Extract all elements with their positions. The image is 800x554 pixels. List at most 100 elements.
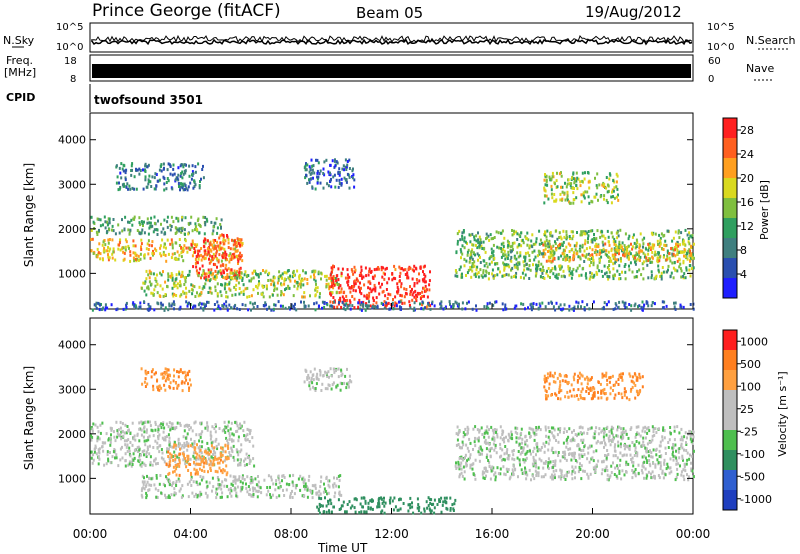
power-cell bbox=[120, 176, 123, 180]
velocity-cell bbox=[564, 456, 566, 460]
velocity-cell bbox=[616, 428, 619, 432]
power-cell bbox=[317, 175, 320, 179]
power-cell bbox=[338, 182, 341, 185]
velocity-cell bbox=[157, 489, 160, 492]
velocity-cell bbox=[228, 434, 231, 438]
power-cell bbox=[553, 199, 556, 203]
power-cell bbox=[107, 241, 110, 245]
power-cell bbox=[176, 228, 179, 232]
velocity-cell bbox=[383, 496, 385, 500]
velocity-cell bbox=[605, 433, 608, 437]
velocity-cell bbox=[670, 470, 673, 474]
power-cell bbox=[491, 251, 493, 255]
power-cell bbox=[609, 173, 612, 177]
power-cell bbox=[168, 163, 171, 167]
velocity-cell bbox=[149, 455, 152, 459]
power-cell bbox=[554, 199, 557, 203]
velocity-cell bbox=[90, 438, 93, 442]
power-cell bbox=[584, 239, 587, 243]
power-cell bbox=[265, 303, 267, 307]
power-cell bbox=[213, 256, 216, 260]
power-cell bbox=[526, 243, 529, 247]
power-cell bbox=[505, 273, 508, 277]
velocity-cell bbox=[237, 478, 239, 482]
velocity-cell bbox=[454, 498, 457, 502]
power-cell bbox=[102, 223, 104, 227]
power-cell bbox=[202, 215, 205, 219]
power-cell bbox=[182, 247, 185, 250]
ytick-label: 4000 bbox=[58, 134, 86, 147]
velocity-cell bbox=[497, 472, 500, 476]
velocity-cell bbox=[187, 469, 190, 472]
power-cell bbox=[545, 180, 548, 184]
velocity-cell bbox=[537, 471, 540, 475]
power-cell bbox=[641, 300, 644, 304]
power-cell bbox=[533, 249, 536, 253]
power-cell bbox=[128, 184, 131, 188]
velocity-cell bbox=[139, 458, 142, 462]
power-cell bbox=[99, 257, 102, 261]
power-cell bbox=[224, 282, 227, 286]
power-cell bbox=[129, 187, 132, 191]
velocity-cell bbox=[207, 447, 210, 451]
velocity-cell bbox=[571, 470, 574, 474]
power-cell bbox=[507, 250, 510, 254]
power-cell bbox=[217, 305, 220, 309]
power-cell bbox=[615, 258, 618, 262]
power-cell bbox=[522, 260, 525, 264]
velocity-cell bbox=[182, 458, 185, 462]
power-cell bbox=[471, 243, 474, 247]
power-cell bbox=[672, 236, 675, 240]
velocity-cell bbox=[592, 435, 595, 439]
velocity-cell bbox=[218, 483, 221, 487]
power-cell bbox=[547, 197, 550, 201]
velocity-cell bbox=[474, 477, 477, 481]
power-cell bbox=[145, 293, 148, 297]
power-cell bbox=[381, 275, 384, 279]
power-cell bbox=[335, 281, 338, 285]
power-cell bbox=[331, 278, 334, 282]
velocity-cell bbox=[97, 448, 100, 452]
velocity-cell bbox=[172, 481, 175, 485]
power-cell bbox=[344, 165, 347, 169]
velocity-cell bbox=[215, 444, 218, 448]
power-cell bbox=[152, 292, 154, 296]
power-cell bbox=[686, 257, 689, 261]
velocity-cell bbox=[263, 478, 266, 482]
power-cell bbox=[456, 232, 459, 236]
velocity-cell bbox=[595, 426, 598, 430]
velocity-cell bbox=[142, 435, 145, 439]
power-cell bbox=[421, 300, 424, 304]
velocity-cell bbox=[235, 430, 238, 433]
power-cell bbox=[233, 239, 236, 243]
velocity-cell bbox=[567, 435, 570, 439]
velocity-cell bbox=[474, 436, 476, 440]
power-cell bbox=[524, 251, 527, 255]
velocity-cell bbox=[590, 444, 593, 448]
power-cell bbox=[479, 238, 482, 242]
power-cell bbox=[439, 306, 442, 310]
power-cell bbox=[150, 216, 153, 220]
velocity-cell bbox=[124, 443, 127, 447]
power-cell bbox=[614, 253, 617, 257]
velocity-cell bbox=[519, 463, 521, 467]
velocity-cell bbox=[689, 431, 691, 435]
power-cell bbox=[133, 215, 136, 219]
power-cell bbox=[388, 307, 391, 311]
power-cell bbox=[502, 245, 505, 248]
velocity-cell bbox=[418, 505, 421, 509]
velocity-cell bbox=[612, 437, 615, 441]
power-cell bbox=[475, 304, 477, 308]
power-cell bbox=[427, 301, 430, 305]
velocity-cell bbox=[492, 442, 495, 446]
velocity-cell bbox=[589, 427, 592, 431]
power-cell bbox=[502, 248, 505, 251]
power-cell bbox=[667, 268, 669, 272]
power-cell bbox=[173, 252, 176, 256]
power-cell bbox=[124, 238, 127, 242]
velocity-cell bbox=[154, 439, 157, 443]
power-cell bbox=[664, 244, 667, 248]
power-cell bbox=[222, 305, 225, 308]
power-cell bbox=[104, 303, 107, 307]
power-cell bbox=[641, 262, 644, 266]
